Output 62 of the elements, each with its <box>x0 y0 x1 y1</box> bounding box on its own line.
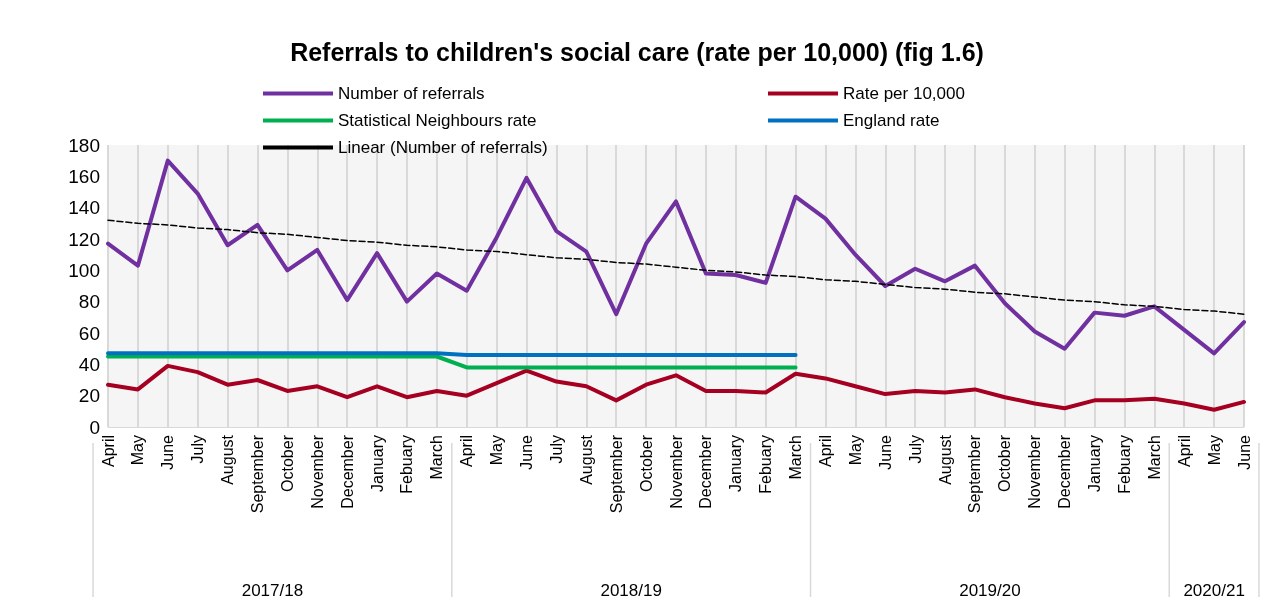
x-tick-label: May <box>129 435 147 466</box>
x-tick-label: December <box>338 434 356 509</box>
y-tick-label: 180 <box>68 134 100 156</box>
x-tick-label: August <box>577 434 595 485</box>
x-tick-label: November <box>1026 434 1044 509</box>
x-tick-label: October <box>996 434 1014 492</box>
chart-title: Referrals to children's social care (rate per 10,000) (fig 1.6) <box>290 37 984 66</box>
y-tick-label: 20 <box>78 385 100 407</box>
x-tick-label: April <box>458 435 476 468</box>
x-tick-label: June <box>518 434 536 470</box>
y-tick-label: 100 <box>68 259 100 281</box>
y-tick-label: 80 <box>78 291 100 313</box>
x-tick-label: August <box>936 434 954 485</box>
x-tick-label: June <box>1235 434 1253 470</box>
legend-label: Number of referrals <box>338 84 485 103</box>
legend-label: Rate per 10,000 <box>843 84 965 103</box>
x-tick-label: May <box>846 435 864 466</box>
x-tick-label: April <box>99 435 117 468</box>
x-tick-label: May <box>1205 435 1223 466</box>
x-tick-label: January <box>727 435 745 492</box>
x-tick-label: July <box>189 435 207 464</box>
x-tick-label: June <box>876 434 894 470</box>
x-tick-label: September <box>966 434 984 514</box>
legend-label: England rate <box>843 111 940 130</box>
y-tick-label: 160 <box>68 165 100 187</box>
x-tick-label: October <box>278 434 296 492</box>
x-tick-label: January <box>1086 435 1104 492</box>
x-tick-label: September <box>248 434 266 514</box>
line-series <box>106 363 1246 412</box>
x-tick-label: May <box>488 435 506 466</box>
x-tick-label: September <box>607 434 625 514</box>
x-tick-label: July <box>906 435 924 464</box>
legend-label: Linear (Number of referrals) <box>338 138 548 157</box>
y-tick-label: 0 <box>89 416 100 438</box>
text: 2020/21 <box>1183 580 1245 600</box>
x-tick-label: July <box>547 435 565 464</box>
x-tick-label: December <box>697 434 715 509</box>
text: 2018/19 <box>600 580 662 600</box>
x-tick-label: Febuary <box>757 435 775 494</box>
x-tick-label: October <box>637 434 655 492</box>
x-tick-label: November <box>667 434 685 509</box>
x-tick-label: Febuary <box>398 435 416 494</box>
x-tick-label: January <box>368 435 386 492</box>
x-tick-label: March <box>1145 435 1163 480</box>
x-tick-label: March <box>787 435 805 480</box>
x-tick-label: August <box>219 434 237 485</box>
text: 2017/18 <box>241 580 304 600</box>
line-series <box>107 219 1245 315</box>
x-tick-label: June <box>159 434 177 470</box>
y-tick-label: 140 <box>68 197 100 219</box>
x-tick-label: December <box>1056 434 1074 509</box>
line-series <box>106 158 1246 356</box>
y-tick-label: 40 <box>78 353 100 375</box>
x-tick-label: April <box>816 435 834 468</box>
x-tick-label: Febuary <box>1115 435 1133 494</box>
x-tick-label: March <box>428 435 446 480</box>
text: 2019/20 <box>959 580 1021 600</box>
x-tick-label: April <box>1175 435 1193 468</box>
y-tick-label: 120 <box>68 228 100 250</box>
x-tick-label: November <box>308 434 326 509</box>
y-tick-label: 60 <box>78 322 100 344</box>
legend-label: Statistical Neighbours rate <box>338 111 537 130</box>
